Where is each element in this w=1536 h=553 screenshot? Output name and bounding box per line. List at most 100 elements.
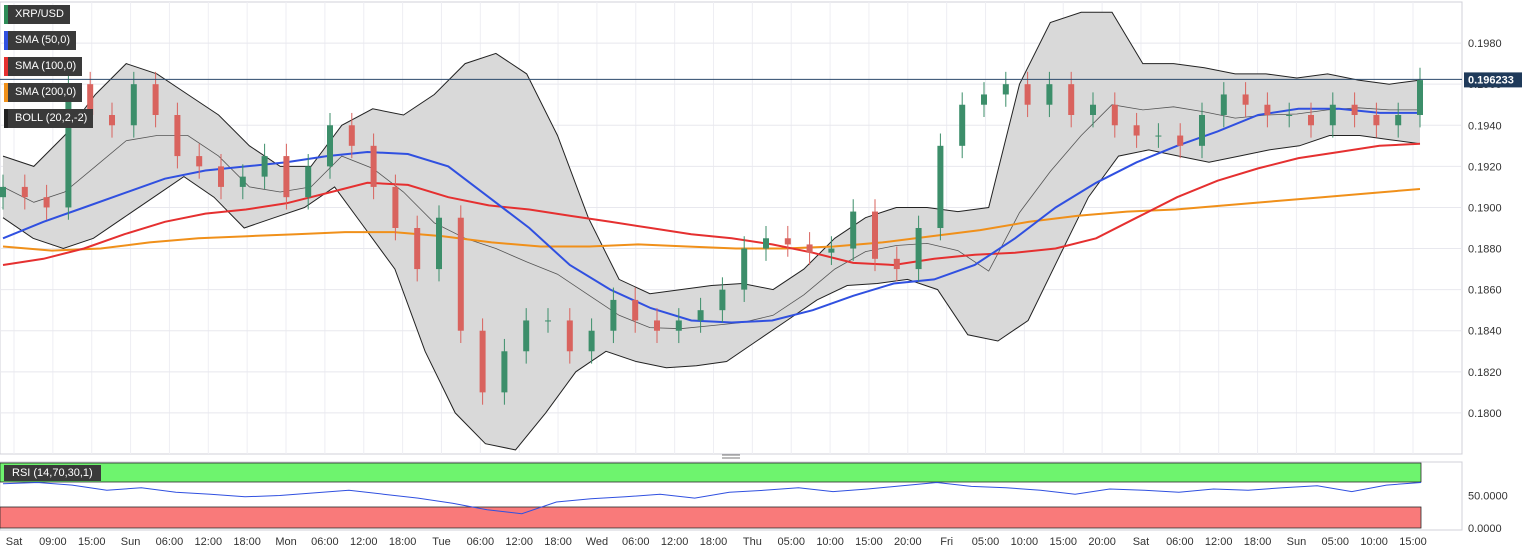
time-tick-label: 18:00: [1244, 536, 1272, 548]
candle: [610, 287, 617, 344]
legend-item[interactable]: BOLL (20,2,-2): [4, 109, 94, 128]
candle: [130, 71, 137, 138]
legend-item[interactable]: XRP/USD: [4, 5, 70, 24]
candle: [697, 297, 704, 333]
legend-item[interactable]: SMA (50,0): [4, 31, 77, 50]
candle: [741, 236, 748, 302]
time-tick-label: 20:00: [894, 536, 922, 548]
candle: [784, 225, 791, 257]
rsi-axis: 0.0000 50.0000: [1468, 491, 1508, 536]
time-tick-label: Wed: [586, 536, 608, 548]
candle: [850, 199, 857, 261]
candle: [1329, 92, 1336, 138]
main-panel: [0, 1, 1463, 455]
candle: [1417, 67, 1423, 128]
time-tick-label: 15:00: [1049, 536, 1077, 548]
candle: [719, 277, 726, 323]
bollinger-middle-line: [2, 104, 1420, 330]
time-tick-label: 12:00: [195, 536, 223, 548]
candle: [959, 92, 966, 159]
time-tick-label: 05:00: [777, 536, 805, 548]
candle: [261, 143, 268, 189]
panel-resize-handle[interactable]: [722, 454, 740, 459]
price-axis: 0.1800 0.1820 0.1840 0.1860 0.1880 0.1900 0.19…: [1468, 38, 1502, 420]
candle: [174, 102, 181, 169]
rsi-overbought-zone: [0, 462, 1422, 483]
time-tick-label: 18:00: [700, 536, 728, 548]
rsi-tick-label: 0.0000: [1468, 523, 1502, 535]
time-tick-label: 06:00: [156, 536, 184, 548]
rsi-line: [2, 481, 1422, 515]
price-tick-label: 0.1940: [1468, 120, 1502, 132]
candle: [806, 232, 813, 265]
time-tick-label: 09:00: [39, 536, 67, 548]
candle: [436, 205, 442, 282]
time-tick-label: 15:00: [78, 536, 106, 548]
candle: [414, 215, 421, 282]
candle: [893, 246, 900, 282]
rsi-legend[interactable]: RSI (14,70,30,1): [4, 465, 101, 481]
rsi-oversold-zone: [0, 506, 1422, 529]
candle: [479, 318, 486, 405]
candle: [1002, 71, 1009, 107]
time-tick-label: Sat: [6, 536, 23, 548]
candle: [1199, 102, 1205, 159]
price-tick-label: 0.1900: [1468, 202, 1502, 214]
time-tick-label: Tue: [432, 536, 451, 548]
svg-text:0.196233: 0.196233: [1468, 74, 1514, 86]
candle: [937, 133, 944, 241]
candle: [632, 287, 639, 333]
bollinger-band-fill: [3, 12, 1420, 450]
rsi-tick-label: 50.0000: [1468, 491, 1508, 503]
legend-item[interactable]: SMA (200,0): [4, 83, 83, 102]
candle: [196, 143, 203, 179]
time-tick-label: 12:00: [1205, 536, 1233, 548]
time-tick-label: 10:00: [816, 536, 844, 548]
price-tick-label: 0.1880: [1468, 244, 1502, 256]
time-tick-label: Sun: [121, 536, 141, 548]
candle: [327, 112, 333, 179]
time-tick-label: Fri: [940, 536, 953, 548]
bollinger-upper-line: [2, 11, 1421, 295]
bollinger-lower-line: [2, 135, 1421, 451]
candle: [566, 308, 573, 364]
time-tick-label: 12:00: [350, 536, 378, 548]
time-tick-label: 05:00: [1322, 536, 1350, 548]
candle: [588, 318, 595, 364]
candle: [283, 143, 290, 210]
time-tick-label: 20:00: [1088, 536, 1116, 548]
candle: [1220, 82, 1227, 128]
time-tick-label: Thu: [743, 536, 762, 548]
time-tick-label: Sat: [1133, 536, 1150, 548]
candle: [1155, 123, 1162, 148]
price-tick-label: 0.1980: [1468, 38, 1502, 50]
candle: [523, 308, 530, 364]
time-tick-label: 12:00: [661, 536, 689, 548]
candle: [1373, 102, 1380, 138]
candle: [915, 215, 922, 282]
candle: [21, 174, 28, 210]
time-tick-label: 06:00: [467, 536, 495, 548]
candle: [1242, 82, 1249, 118]
candle: [1111, 92, 1118, 138]
candle: [305, 154, 312, 210]
candle: [370, 133, 377, 200]
time-tick-label: 15:00: [1399, 536, 1427, 548]
candle: [218, 154, 224, 200]
candle: [1308, 102, 1314, 138]
candle: [872, 199, 878, 272]
candle: [675, 308, 682, 344]
candle: [1090, 92, 1096, 128]
candle: [348, 112, 355, 159]
candle: [457, 205, 464, 344]
time-tick-label: 10:00: [1011, 536, 1039, 548]
time-tick-label: 06:00: [311, 536, 339, 548]
candle: [239, 164, 246, 200]
time-tick-label: 15:00: [855, 536, 883, 548]
price-tick-label: 0.1840: [1468, 326, 1502, 338]
time-tick-label: Sun: [1287, 536, 1307, 548]
legend-item[interactable]: SMA (100,0): [4, 57, 83, 76]
last-price-label: 0.196233: [1464, 72, 1522, 88]
candle: [545, 308, 551, 333]
